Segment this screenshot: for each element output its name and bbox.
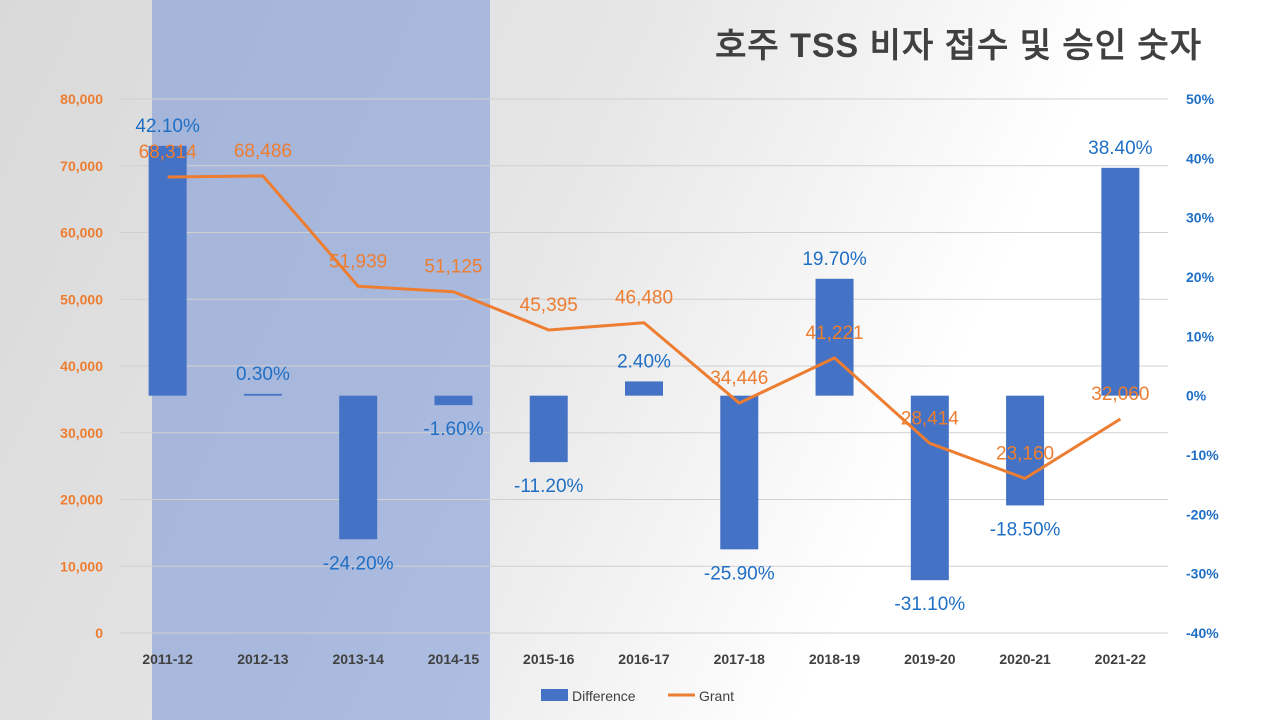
legend-difference-label: Difference [572,688,636,704]
grant-data-label: 68,486 [234,141,292,162]
left-axis-tick: 20,000 [60,492,103,508]
right-axis-tick: 30% [1186,210,1215,226]
legend-grant-label: Grant [699,688,734,704]
category-label: 2019-20 [904,651,956,667]
difference-data-label: 19.70% [802,249,867,270]
right-axis-tick: 10% [1186,328,1215,344]
right-axis-tick: 50% [1186,91,1215,107]
difference-data-label: -1.60% [423,419,483,440]
right-axis-tick: -20% [1186,506,1219,522]
difference-bar [339,395,378,540]
left-axis-tick: 30,000 [60,425,103,441]
grant-data-label: 45,395 [520,295,578,316]
left-axis-tick: 40,000 [60,358,103,374]
grant-data-label: 68,314 [139,142,198,163]
grant-data-label: 46,480 [615,288,673,309]
difference-bar [434,395,473,406]
legend-difference-swatch [541,689,568,701]
difference-data-label: -25.90% [704,563,775,584]
left-axis-tick: 70,000 [60,158,103,174]
grant-data-label: 41,221 [805,323,863,344]
category-label: 2012-13 [237,651,289,667]
grant-data-label: 23,160 [996,443,1054,464]
difference-data-label: 38.40% [1088,138,1153,159]
category-label: 2011-12 [142,651,193,667]
difference-bar [815,278,854,396]
category-label: 2020-21 [999,651,1051,667]
category-label: 2018-19 [809,651,861,667]
left-axis-tick: 0 [95,625,103,641]
left-axis-tick: 60,000 [60,225,103,241]
category-label: 2016-17 [618,651,670,667]
right-axis-tick: -30% [1186,566,1219,582]
grant-data-label: 51,125 [424,257,482,278]
difference-bar [720,395,759,550]
left-axis-tick: 80,000 [60,91,103,107]
difference-data-label: 0.30% [236,364,290,385]
category-label: 2013-14 [332,651,384,667]
category-label: 2014-15 [428,651,480,667]
difference-data-label: -18.50% [990,519,1061,540]
right-axis-tick: 0% [1186,388,1207,404]
left-axis-tick: 50,000 [60,291,103,307]
difference-data-label: -11.20% [514,476,583,497]
category-label: 2017-18 [714,651,766,667]
difference-bar [910,395,949,581]
difference-bar [529,395,568,463]
difference-bar [243,393,282,396]
left-axis-tick: 10,000 [60,558,103,574]
right-axis-tick: -40% [1186,625,1219,641]
difference-bar [1006,395,1045,506]
category-label: 2015-16 [523,651,575,667]
difference-bar [148,145,187,396]
chart-title: 호주 TSS 비자 접수 및 승인 숫자 [715,27,1202,65]
grant-data-label: 51,939 [329,251,387,272]
grant-data-label: 32,060 [1091,384,1149,405]
difference-data-label: -31.10% [894,594,965,615]
difference-data-label: 42.10% [135,116,200,137]
grant-data-label: 28,414 [901,408,960,429]
grant-data-label: 34,446 [710,368,768,389]
difference-data-label: 2.40% [617,351,671,372]
difference-bar [625,381,663,396]
right-axis-tick: 40% [1186,150,1215,166]
right-axis-tick: -10% [1186,447,1219,463]
right-axis-tick: 20% [1186,269,1215,285]
difference-data-label: -24.20% [323,553,394,574]
difference-bar [1101,167,1140,396]
category-label: 2021-22 [1095,651,1147,667]
background-highlight-band [152,0,490,720]
